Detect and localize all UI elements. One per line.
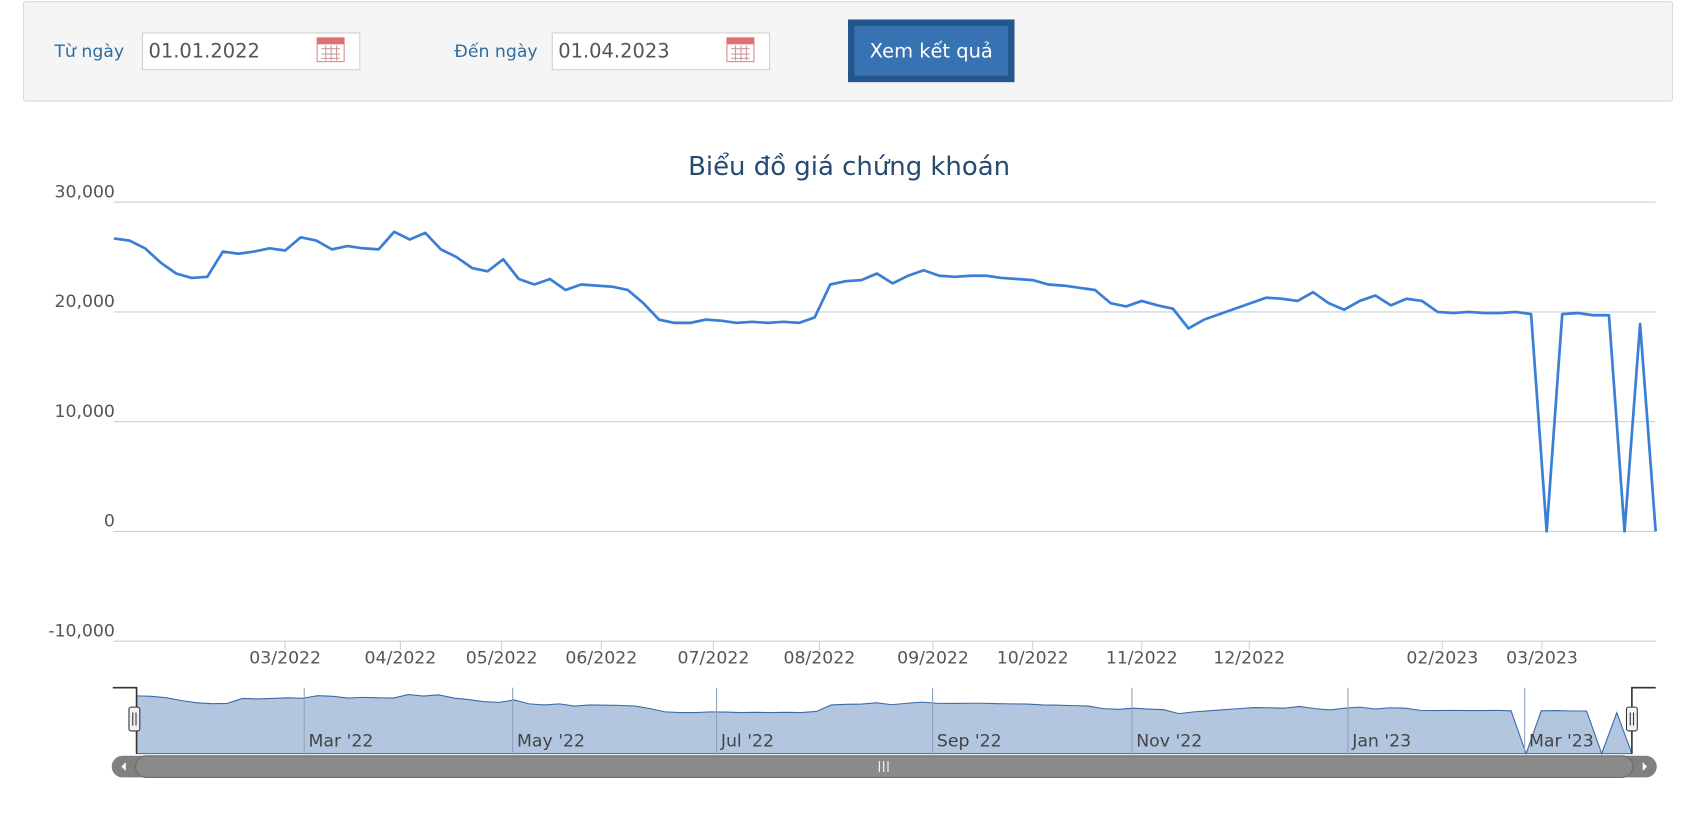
price-line [113,230,1658,533]
calendar-icon[interactable] [316,37,345,63]
x-tick-label: 09/2022 [897,648,969,668]
navigator-label: Sep '22 [937,732,1002,752]
y-tick-label: 0 [104,512,115,532]
y-tick-label: 30,000 [54,182,114,202]
handle-grip [132,712,137,726]
y-tick-label: 10,000 [54,402,114,422]
navigator-label: Nov '22 [1136,732,1202,752]
navigator-handle [128,706,141,732]
to-label: Đến ngày [454,41,537,62]
scroll-grip [878,761,889,772]
navigator-label: May '22 [517,732,585,752]
from-label: Từ ngày [53,42,124,62]
navigator-outline [112,686,1656,754]
navigator-label: Mar '23 [1529,732,1594,752]
x-tick-label: 07/2022 [678,648,750,668]
chart-title: Biểu đồ giá chứng khoán [688,151,1010,182]
navigator-label: Mar '22 [309,732,374,752]
x-tick-label: 06/2022 [565,648,637,668]
x-tick-label: 03/2022 [249,648,321,668]
x-tick-label: 03/2023 [1506,648,1578,668]
navigator-label: Jan '23 [1351,732,1411,752]
x-tick-label: 10/2022 [997,648,1069,668]
from-value: 01.01.2022 [148,39,259,62]
x-tick-label: 05/2022 [466,648,538,668]
navigator-handle [1625,706,1638,732]
x-tick-label: 12/2022 [1213,648,1285,668]
x-tick-label: 08/2022 [783,648,855,668]
handle-grip [1629,712,1635,726]
navigator-label: Jul '22 [720,732,774,752]
y-tick-label: 20,000 [54,292,114,312]
x-tick-label: 04/2022 [365,648,437,668]
scroll-right [1642,762,1648,771]
calendar-icon[interactable] [726,37,755,63]
to-value: 01.04.2023 [558,39,669,62]
x-tick-label: 11/2022 [1106,648,1178,668]
scroll-left [121,762,126,771]
button-label: Xem kết quả [870,39,993,62]
x-tick-label: 02/2023 [1406,648,1478,668]
y-tick-label: -10,000 [48,621,115,641]
navigator-area [136,694,1633,756]
button-face [854,25,1009,76]
